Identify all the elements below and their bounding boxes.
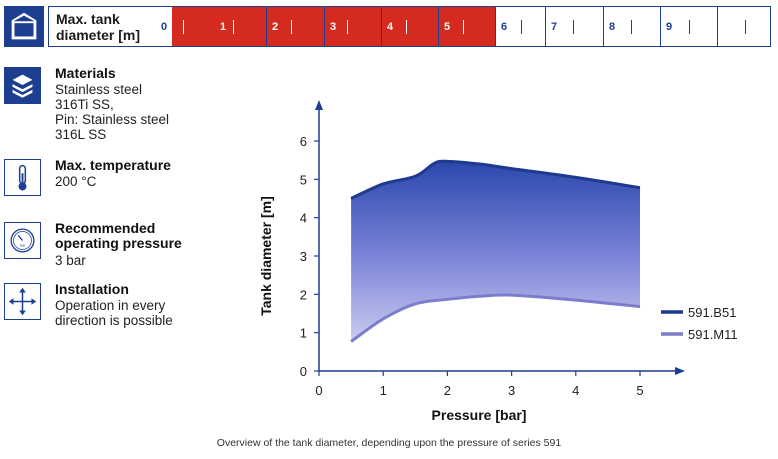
scale-value-5: 5 xyxy=(444,21,451,33)
materials-layers-icon xyxy=(5,68,40,103)
scale-cell-9: 9 xyxy=(661,7,718,46)
arrows-all-directions-icon-box xyxy=(4,283,41,320)
scale-cell-3: 3 xyxy=(325,7,382,46)
scale-cell-0: 0 xyxy=(158,7,215,46)
series-line-591-m11 xyxy=(350,293,641,343)
diameter-scale: 0 1 2 3 4 5 6 7 8 9 xyxy=(48,6,771,47)
scale-tick-mark xyxy=(233,20,234,34)
tank-diameter-label: Max. tank diameter [m] xyxy=(56,11,141,43)
thermometer-icon-box xyxy=(4,159,41,196)
scale-cell-8: 8 xyxy=(604,7,661,46)
scale-tick-mark xyxy=(183,20,184,34)
scale-value-3: 3 xyxy=(330,21,337,33)
y-tick-label: 1 xyxy=(300,326,307,341)
spec-title: Installation xyxy=(55,281,129,297)
materials-layers-icon-box xyxy=(4,67,41,104)
x-tick-label: 2 xyxy=(444,383,451,398)
x-axis-title: Pressure [bar] xyxy=(432,407,527,423)
y-tick-label: 2 xyxy=(300,287,307,302)
thermometer-icon xyxy=(18,164,27,191)
scale-tick-mark xyxy=(689,20,690,34)
scale-tick-mark xyxy=(631,20,632,34)
spec-title: Materials xyxy=(55,65,116,81)
scale-value-4: 4 xyxy=(387,21,394,33)
scale-value-1: 1 xyxy=(220,21,227,33)
y-tick-label: 0 xyxy=(300,364,307,379)
scale-cell-2: 2 xyxy=(267,7,325,46)
scale-tick-mark xyxy=(463,20,464,34)
spec-value: Operation in every direction is possible xyxy=(55,298,173,328)
y-axis-arrow xyxy=(315,100,323,110)
y-tick-label: 3 xyxy=(300,249,307,264)
scale-value-0: 0 xyxy=(161,21,168,33)
scale-tick-mark xyxy=(291,20,292,34)
scale-tick-mark xyxy=(406,20,407,34)
series-line-591-b51 xyxy=(350,159,641,200)
spec-value: Stainless steel 316Ti SS, Pin: Stainless… xyxy=(55,82,170,142)
chart-caption: Overview of the tank diameter, depending… xyxy=(216,437,562,449)
y-tick-label: 4 xyxy=(300,211,307,226)
tank-icon-box xyxy=(4,6,44,47)
scale-value-7: 7 xyxy=(551,21,558,33)
spec-value: 200 °C xyxy=(55,174,97,189)
x-tick-label: 1 xyxy=(380,383,387,398)
scale-cell-4: 4 xyxy=(382,7,439,46)
x-tick-label: 5 xyxy=(636,383,643,398)
pressure-gauge-icon-box: bar xyxy=(4,222,41,259)
legend-label: 591.M11 xyxy=(688,327,738,342)
y-tick-label: 6 xyxy=(300,134,307,149)
x-tick-label: 0 xyxy=(315,383,322,398)
x-tick-label: 4 xyxy=(572,383,579,398)
y-tick-label: 5 xyxy=(300,172,307,187)
scale-value-9: 9 xyxy=(666,21,673,33)
y-axis-title: Tank diameter [m] xyxy=(258,196,274,316)
tank-icon xyxy=(11,12,37,40)
x-tick-label: 3 xyxy=(508,383,515,398)
spec-title: Max. temperature xyxy=(55,157,171,173)
scale-tick-mark xyxy=(573,20,574,34)
spec-value: 3 bar xyxy=(55,253,86,268)
legend-label: 591.B51 xyxy=(688,305,736,320)
scale-tick-mark xyxy=(347,20,348,34)
scale-value-2: 2 xyxy=(272,21,279,33)
svg-text:bar: bar xyxy=(20,244,26,248)
scale-cell-7: 7 xyxy=(546,7,604,46)
pressure-gauge-icon: bar xyxy=(10,228,35,253)
area-fill xyxy=(351,161,640,342)
spec-title: Recommended operating pressure xyxy=(55,220,182,251)
scale-tick-mark xyxy=(745,20,746,34)
scale-cell-6: 6 xyxy=(496,7,546,46)
scale-value-6: 6 xyxy=(501,21,508,33)
x-axis-arrow xyxy=(675,367,685,375)
scale-cell-1: 1 xyxy=(215,7,267,46)
scale-value-8: 8 xyxy=(609,21,616,33)
scale-cell-5: 5 xyxy=(439,7,496,46)
arrows-all-directions-icon xyxy=(8,287,37,316)
scale-tick-mark xyxy=(521,20,522,34)
